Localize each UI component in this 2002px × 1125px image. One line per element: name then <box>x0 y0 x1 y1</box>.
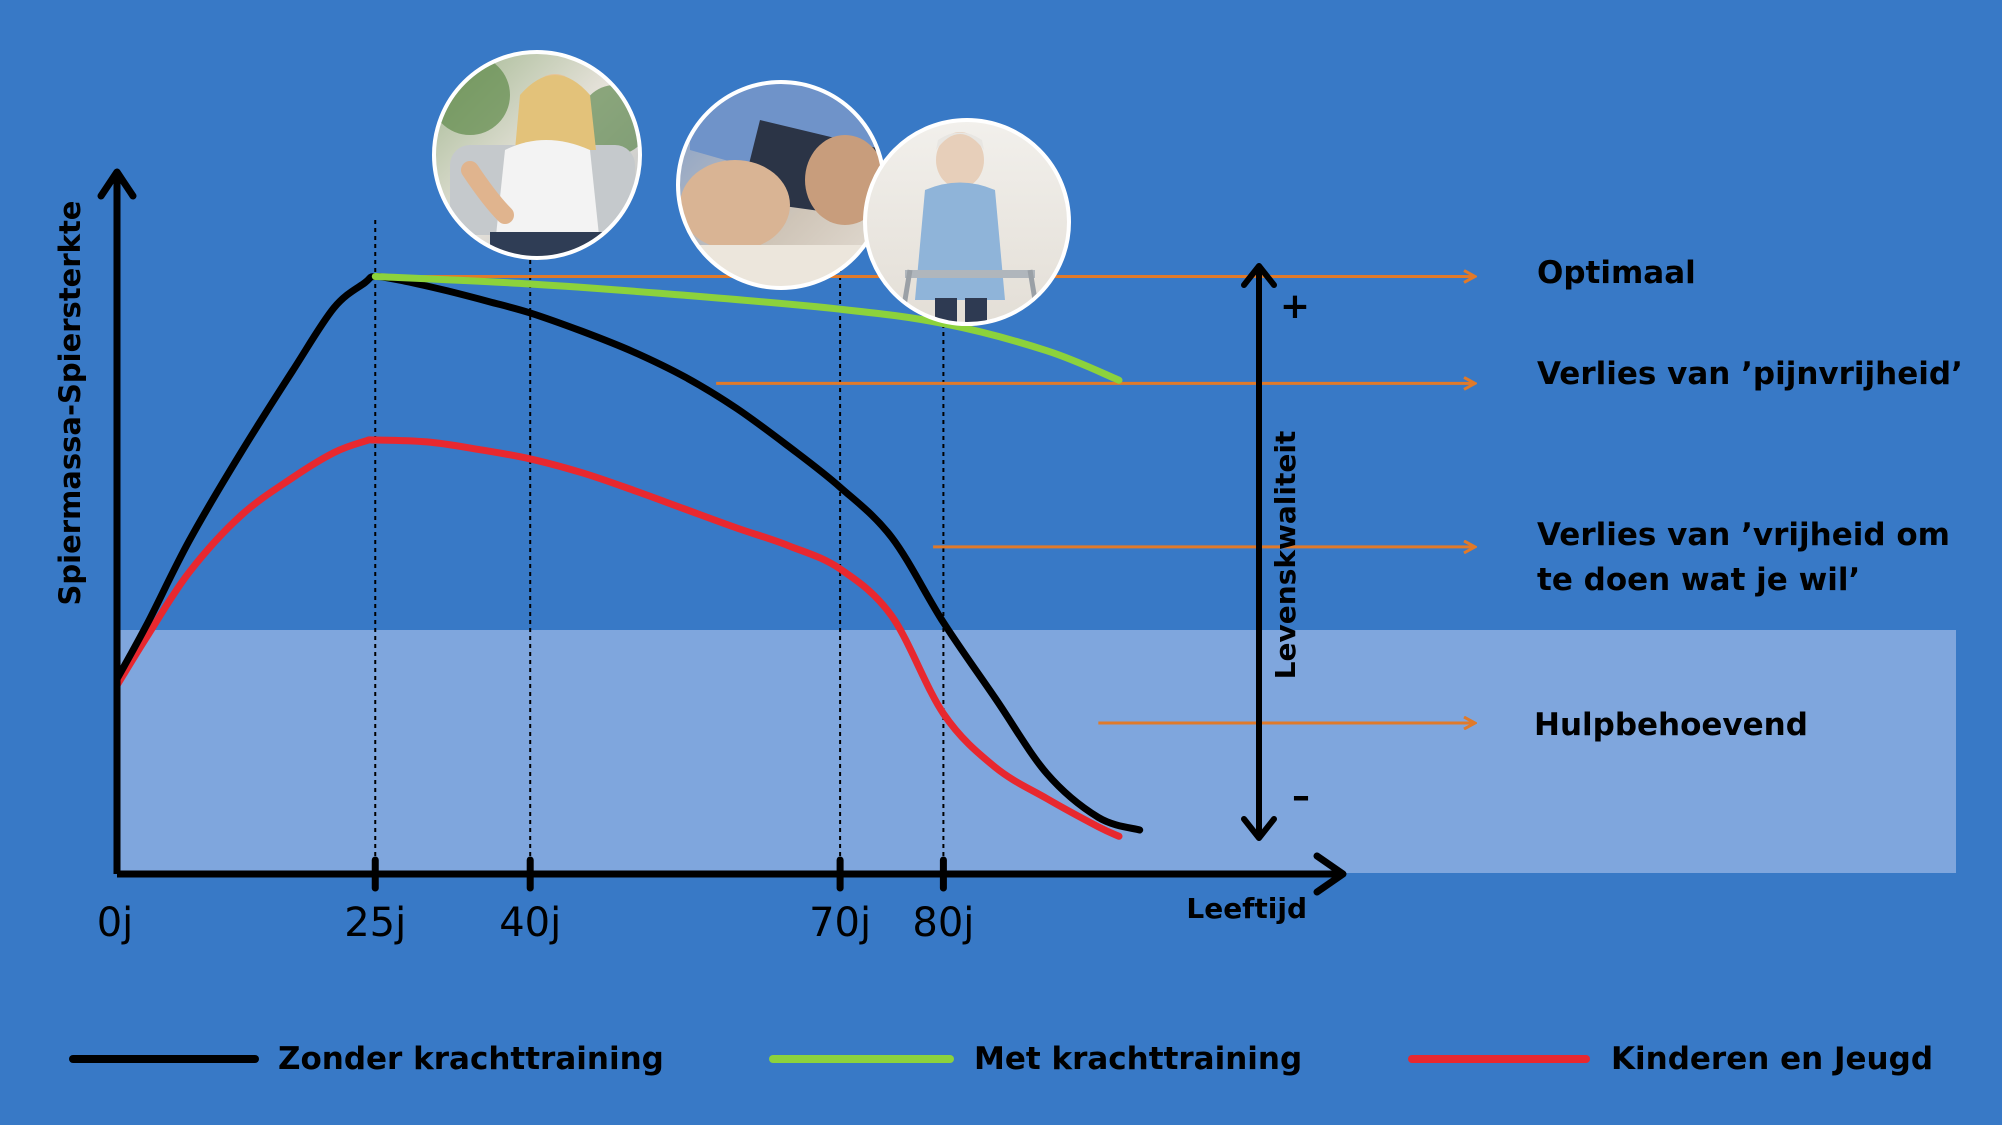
label-loss-pain-free: Verlies van ’pijnvrijheid’ <box>1537 356 1963 392</box>
label-loss-freedom-line2: te doen wat je wil’ <box>1537 562 1860 598</box>
x-tick-marks <box>371 856 947 892</box>
legend-label-without-training: Zonder krachttraining <box>278 1041 664 1077</box>
series-line-children-youth <box>113 436 1123 840</box>
series-line-without-training <box>113 272 1144 834</box>
quality-minus-sign: – <box>1292 776 1310 817</box>
legend-label-children-youth: Kinderen en Jeugd <box>1611 1041 1933 1077</box>
label-loss-freedom-line1: Verlies van ’vrijheid om <box>1537 517 1950 553</box>
x-tick-label-70j: 70j <box>809 900 871 946</box>
photo-knee-pain <box>676 80 886 290</box>
legend-item-without-training: Zonder krachttraining <box>69 1041 664 1077</box>
care-dependent-zone <box>117 630 1956 873</box>
x-tick-label-0j: 0j <box>97 900 134 946</box>
x-axis-label: Leeftijd <box>1186 892 1307 925</box>
quality-of-life-axis: Levenskwaliteit + – <box>1241 263 1310 841</box>
x-tick-labels: 0j 25j 40j 70j 80j <box>97 900 975 946</box>
x-tick-label-80j: 80j <box>912 900 974 946</box>
quality-axis-up-arrow <box>1241 263 1277 288</box>
legend-label-with-training: Met krachttraining <box>974 1041 1302 1077</box>
age-guide-lines <box>374 220 945 874</box>
y-axis-label: Spiermassa-Spiersterkte <box>53 201 87 606</box>
series-line-with-training <box>371 273 1123 384</box>
axes <box>97 168 1347 896</box>
quality-plus-sign: + <box>1280 286 1310 327</box>
series-lines <box>113 272 1144 840</box>
photo-back-pain <box>432 50 642 260</box>
label-care-dependent: Hulpbehoevend <box>1534 707 1808 743</box>
photo-frame <box>432 50 642 260</box>
legend-item-children-youth: Kinderen en Jeugd <box>1408 1041 1933 1077</box>
quality-axis-down-arrow <box>1241 816 1277 841</box>
photo-frame <box>863 118 1071 326</box>
legend: Zonder krachttraining Met krachttraining… <box>69 1041 1933 1077</box>
photo-walker <box>863 118 1071 326</box>
quality-axis-label: Levenskwaliteit <box>1269 431 1302 680</box>
x-tick-label-40j: 40j <box>499 900 561 946</box>
y-axis-arrowhead <box>97 168 137 200</box>
x-axis-arrowhead <box>1313 852 1347 896</box>
x-tick-label-25j: 25j <box>344 900 406 946</box>
legend-item-with-training: Met krachttraining <box>769 1041 1302 1077</box>
label-optimal: Optimaal <box>1537 255 1696 291</box>
